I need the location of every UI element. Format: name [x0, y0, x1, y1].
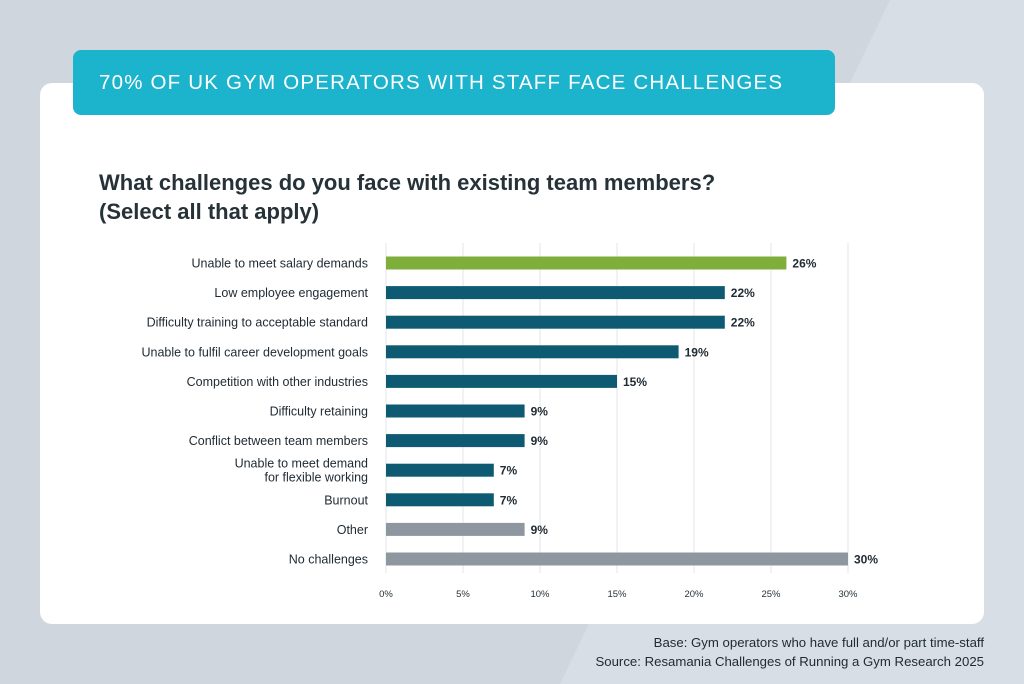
x-tick-label: 30%: [838, 589, 858, 600]
bar: [386, 522, 525, 536]
category-label: Other: [337, 523, 368, 537]
bar: [386, 434, 525, 448]
x-tick-label: 15%: [607, 589, 627, 600]
category-label: Low employee engagement: [214, 286, 368, 300]
value-label: 26%: [792, 257, 816, 271]
base-note: Base: Gym operators who have full and/or…: [653, 635, 984, 650]
category-label: Burnout: [324, 493, 368, 507]
bar: [386, 404, 525, 418]
bar: [386, 286, 725, 300]
value-label: 15%: [623, 375, 647, 389]
x-tick-label: 0%: [379, 589, 393, 600]
category-label: Unable to meet demand: [235, 457, 368, 471]
question-title: What challenges do you face with existin…: [99, 168, 859, 226]
category-label: Competition with other industries: [187, 375, 368, 389]
bar: [386, 374, 617, 388]
value-label: 9%: [531, 405, 549, 419]
category-label: No challenges: [289, 553, 368, 567]
category-label: Unable to fulfil career development goal…: [141, 345, 368, 359]
banner-title: 70% OF UK GYM OPERATORS WITH STAFF FACE …: [73, 50, 835, 115]
category-label: Difficulty retaining: [270, 405, 368, 419]
banner-title-text: 70% OF UK GYM OPERATORS WITH STAFF FACE …: [99, 70, 784, 94]
bar: [386, 463, 494, 477]
question-line-2: (Select all that apply): [99, 199, 320, 224]
source-note: Source: Resamania Challenges of Running …: [595, 654, 984, 669]
bar: [386, 552, 848, 566]
bar: [386, 493, 494, 507]
value-label: 7%: [500, 464, 518, 478]
value-label: 30%: [854, 553, 878, 567]
category-label: for flexible working: [264, 471, 368, 485]
footnote: Base: Gym operators who have full and/or…: [595, 633, 984, 671]
bar: [386, 345, 679, 359]
x-tick-label: 5%: [456, 589, 470, 600]
category-label: Difficulty training to acceptable standa…: [147, 316, 368, 330]
question-line-1: What challenges do you face with existin…: [99, 170, 716, 195]
category-label: Unable to meet salary demands: [192, 257, 368, 271]
x-tick-label: 10%: [530, 589, 550, 600]
value-label: 22%: [731, 316, 755, 330]
x-tick-label: 25%: [761, 589, 781, 600]
value-label: 9%: [531, 523, 549, 537]
value-label: 7%: [500, 493, 518, 507]
x-tick-label: 20%: [684, 589, 704, 600]
value-label: 22%: [731, 286, 755, 300]
bar: [386, 256, 787, 270]
bar: [386, 315, 725, 329]
category-label: Conflict between team members: [189, 434, 368, 448]
value-label: 9%: [531, 434, 549, 448]
value-label: 19%: [685, 345, 709, 359]
